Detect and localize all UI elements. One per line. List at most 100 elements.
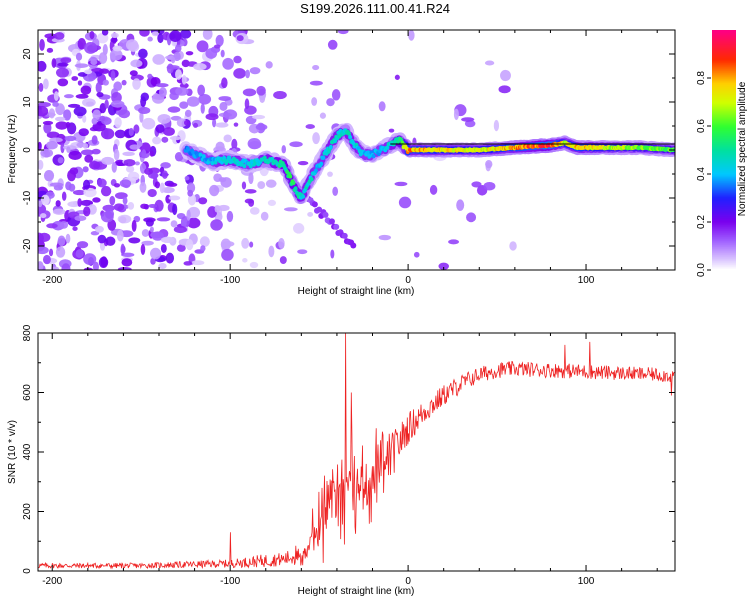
colorbar-swatch xyxy=(712,170,736,173)
heatmap-noise-blob xyxy=(48,108,56,119)
heatmap-noise-blob xyxy=(96,92,104,98)
heatmap-noise-blob xyxy=(42,120,54,125)
heatmap-noise-blob xyxy=(281,145,287,154)
heatmap-x-axis-label: Height of straight line (km) xyxy=(298,286,415,297)
heatmap-noise-blob xyxy=(319,112,327,119)
heatmap-noise-blob xyxy=(378,101,386,112)
heatmap-noise-blob xyxy=(77,198,82,207)
heatmap-noise-blob xyxy=(139,181,147,193)
heatmap-noise-blob xyxy=(84,154,94,163)
heatmap-noise-blob xyxy=(52,208,66,215)
heatmap-noise-blob xyxy=(273,90,287,100)
heatmap-noise-blob xyxy=(39,39,45,51)
heatmap-noise-blob xyxy=(42,254,51,265)
heatmap-noise-blob xyxy=(175,69,182,80)
heatmap-noise-blob xyxy=(57,235,66,247)
heatmap-noise-blob xyxy=(57,62,69,67)
colorbar-swatch xyxy=(712,112,736,115)
heatmap-noise-blob xyxy=(59,221,69,229)
heatmap-ridge-blob xyxy=(321,155,326,161)
colorbar-swatch xyxy=(712,178,736,181)
heatmap-noise-blob xyxy=(75,52,83,61)
heatmap-noise-blob xyxy=(40,148,54,158)
heatmap-noise-blob xyxy=(198,93,212,105)
heatmap-noise-blob xyxy=(214,205,220,213)
colorbar-swatch xyxy=(712,118,736,121)
heatmap-noise-blob xyxy=(91,148,101,155)
heatmap-noise-blob xyxy=(55,121,69,130)
heatmap-noise-blob xyxy=(83,187,97,198)
heatmap-noise-blob xyxy=(312,65,320,71)
heatmap-noise-blob xyxy=(248,199,255,207)
colorbar-swatch xyxy=(712,190,736,193)
heatmap-noise-blob xyxy=(151,31,159,37)
heatmap-noise-blob xyxy=(92,197,101,203)
heatmap-noise-blob xyxy=(249,241,254,248)
heatmap-noise-blob xyxy=(179,30,192,39)
heatmap-noise-blob xyxy=(150,247,162,260)
heatmap-ridge-blob xyxy=(288,174,293,179)
heatmap-noise-blob xyxy=(279,256,287,264)
heatmap-noise-blob xyxy=(394,181,408,187)
heatmap-noise-blob xyxy=(311,97,318,106)
heatmap-noise-blob xyxy=(312,132,320,145)
heatmap-noise-blob xyxy=(57,157,64,164)
heatmap-noise-blob xyxy=(113,81,123,92)
heatmap-noise-blob xyxy=(116,229,124,242)
heatmap-noise-blob xyxy=(244,189,257,194)
heatmap-noise-blob xyxy=(147,73,153,79)
heatmap-noise-blob xyxy=(180,220,187,228)
heatmap-noise-blob xyxy=(223,134,232,143)
heatmap-noise-blob xyxy=(186,217,201,229)
heatmap-noise-blob xyxy=(75,93,89,99)
heatmap-noise-blob xyxy=(121,258,133,267)
heatmap-noise-blob xyxy=(147,188,157,198)
colorbar-swatch xyxy=(712,50,736,53)
heatmap-noise-blob xyxy=(149,150,154,157)
heatmap-noise-blob xyxy=(82,166,89,173)
colorbar-swatch xyxy=(712,52,736,55)
heatmap-noise-blob xyxy=(196,40,209,53)
heatmap-noise-blob xyxy=(131,220,137,232)
colorbar-swatch xyxy=(712,192,736,195)
snr-y-tick-label: 600 xyxy=(22,384,33,401)
heatmap-noise-blob xyxy=(233,122,239,127)
colorbar-swatch xyxy=(712,44,736,47)
heatmap-noise-blob xyxy=(122,196,128,205)
heatmap-noise-blob xyxy=(197,84,206,97)
heatmap-noise-blob xyxy=(140,203,148,209)
heatmap-noise-blob xyxy=(105,208,115,220)
heatmap-ridge-blob xyxy=(309,177,314,182)
heatmap-noise-blob xyxy=(80,199,94,206)
heatmap-noise-blob xyxy=(139,30,150,37)
colorbar-tick-label: 0.0 xyxy=(696,263,707,277)
heatmap-noise-blob xyxy=(83,253,97,266)
heatmap-noise-blob xyxy=(242,88,257,97)
colorbar-swatch xyxy=(712,198,736,201)
colorbar-swatch xyxy=(712,252,736,255)
colorbar-swatch xyxy=(712,200,736,203)
heatmap-noise-blob xyxy=(38,261,44,270)
heatmap-noise-blob xyxy=(134,161,140,166)
heatmap-noise-blob xyxy=(81,98,96,107)
heatmap-y-tick-label: -10 xyxy=(22,190,33,205)
heatmap-noise-blob xyxy=(82,143,89,149)
heatmap-noise-blob xyxy=(500,69,511,82)
heatmap-noise-blob xyxy=(174,44,182,53)
heatmap-noise-blob xyxy=(159,182,165,194)
colorbar-swatch xyxy=(712,218,736,221)
heatmap-noise-blob xyxy=(128,127,134,137)
heatmap-noise-blob xyxy=(123,159,136,167)
colorbar-swatch xyxy=(712,176,736,179)
heatmap-noise-blob xyxy=(394,74,400,80)
heatmap-noise-blob xyxy=(91,135,98,145)
heatmap-noise-blob xyxy=(111,92,122,104)
snr-axes: -200 -100 0 100 0 200 400 600 800 xyxy=(22,324,676,587)
heatmap-noise-blob xyxy=(138,106,151,115)
heatmap-noise-blob xyxy=(73,106,87,117)
heatmap-noise-blob xyxy=(305,124,315,130)
heatmap-streak-blob xyxy=(328,218,335,225)
heatmap-noise-blob xyxy=(141,240,154,246)
snr-series-line xyxy=(38,333,675,570)
colorbar-swatch xyxy=(712,180,736,183)
